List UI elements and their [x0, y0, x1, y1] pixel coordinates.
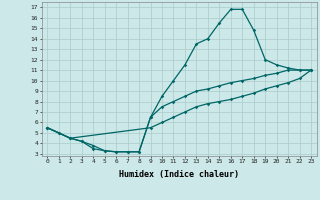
- X-axis label: Humidex (Indice chaleur): Humidex (Indice chaleur): [119, 170, 239, 179]
